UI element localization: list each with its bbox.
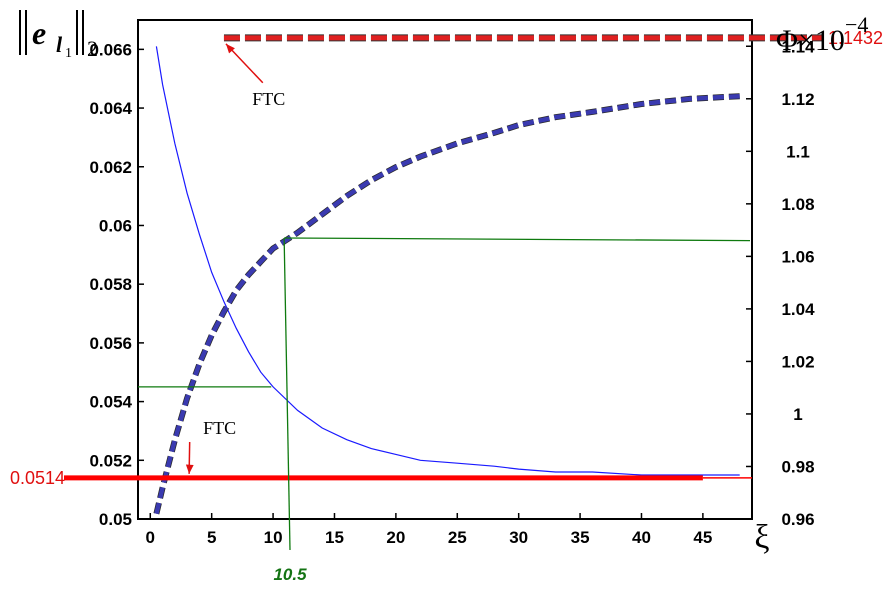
reference-label: 1.1432 [828, 28, 883, 48]
left-tick-label: 0.06 [99, 216, 132, 235]
x-tick-label: 15 [325, 528, 344, 547]
right-tick-label: 0.98 [781, 457, 814, 476]
series-line-shadow [153, 93, 740, 515]
right-tick-label: 1.04 [781, 300, 815, 319]
x-tick-label: 30 [509, 528, 528, 547]
x-axis-label: ξ [754, 519, 769, 556]
left-tick-label: 0.066 [89, 40, 132, 59]
right-tick-label: 1.08 [781, 195, 814, 214]
marker-guide-right [284, 237, 751, 242]
ftc-arrow-head [225, 43, 235, 54]
label-layer: 0 5 10 15 20 25 30 35 40 45 0.05 0.052 0.054 0.056 0.0… [10, 10, 883, 584]
left-tick-label: 0.062 [89, 158, 132, 177]
x-tick-label: 45 [693, 528, 712, 547]
right-axis-label: Φ×10 [776, 24, 845, 57]
series-line [154, 93, 740, 515]
x-tick-label: 20 [386, 528, 405, 547]
x-tick-label: 5 [207, 528, 216, 547]
left-axis-label-subsub: 1 [65, 46, 72, 61]
right-tick-label: 1.14 [781, 37, 815, 56]
left-axis-label-sub: l [56, 32, 63, 57]
right-tick-label: 0.96 [781, 510, 814, 529]
left-tick-label: 0.05 [99, 510, 132, 529]
ftc-label: FTC [252, 89, 285, 109]
right-tick-label: 1.1 [786, 142, 810, 161]
x-tick-label: 0 [146, 528, 155, 547]
series-line [155, 46, 740, 476]
left-tick-label: 0.052 [89, 451, 132, 470]
plot-frame [137, 19, 753, 520]
ftc-label: FTC [203, 418, 236, 438]
left-axis-label: e [32, 15, 46, 51]
right-tick-label: 1.06 [781, 247, 814, 266]
series-layer [153, 46, 740, 515]
left-axis-label-norm: 2 [87, 36, 98, 61]
marker-guide-vertical [283, 237, 291, 551]
right-tick-label: 1.12 [781, 90, 814, 109]
left-tick-label: 0.056 [89, 334, 132, 353]
marker-label: 10.5 [273, 565, 307, 584]
right-tick-label: 1 [793, 405, 802, 424]
left-tick-label: 0.054 [89, 393, 132, 412]
x-tick-label: 35 [571, 528, 590, 547]
left-tick-label: 0.064 [89, 99, 132, 118]
axes [137, 19, 753, 520]
left-tick-label: 0.058 [89, 275, 132, 294]
reference-layer [64, 34, 822, 481]
annotation-layer [138, 43, 751, 551]
right-tick-label: 1.02 [781, 352, 814, 371]
x-tick-label: 25 [448, 528, 467, 547]
ftc-arrow-head [185, 464, 194, 474]
right-axis-label-exp: −4 [845, 12, 868, 37]
x-tick-label: 10 [264, 528, 283, 547]
x-tick-label: 40 [632, 528, 651, 547]
reference-label: 0.0514 [10, 468, 65, 488]
